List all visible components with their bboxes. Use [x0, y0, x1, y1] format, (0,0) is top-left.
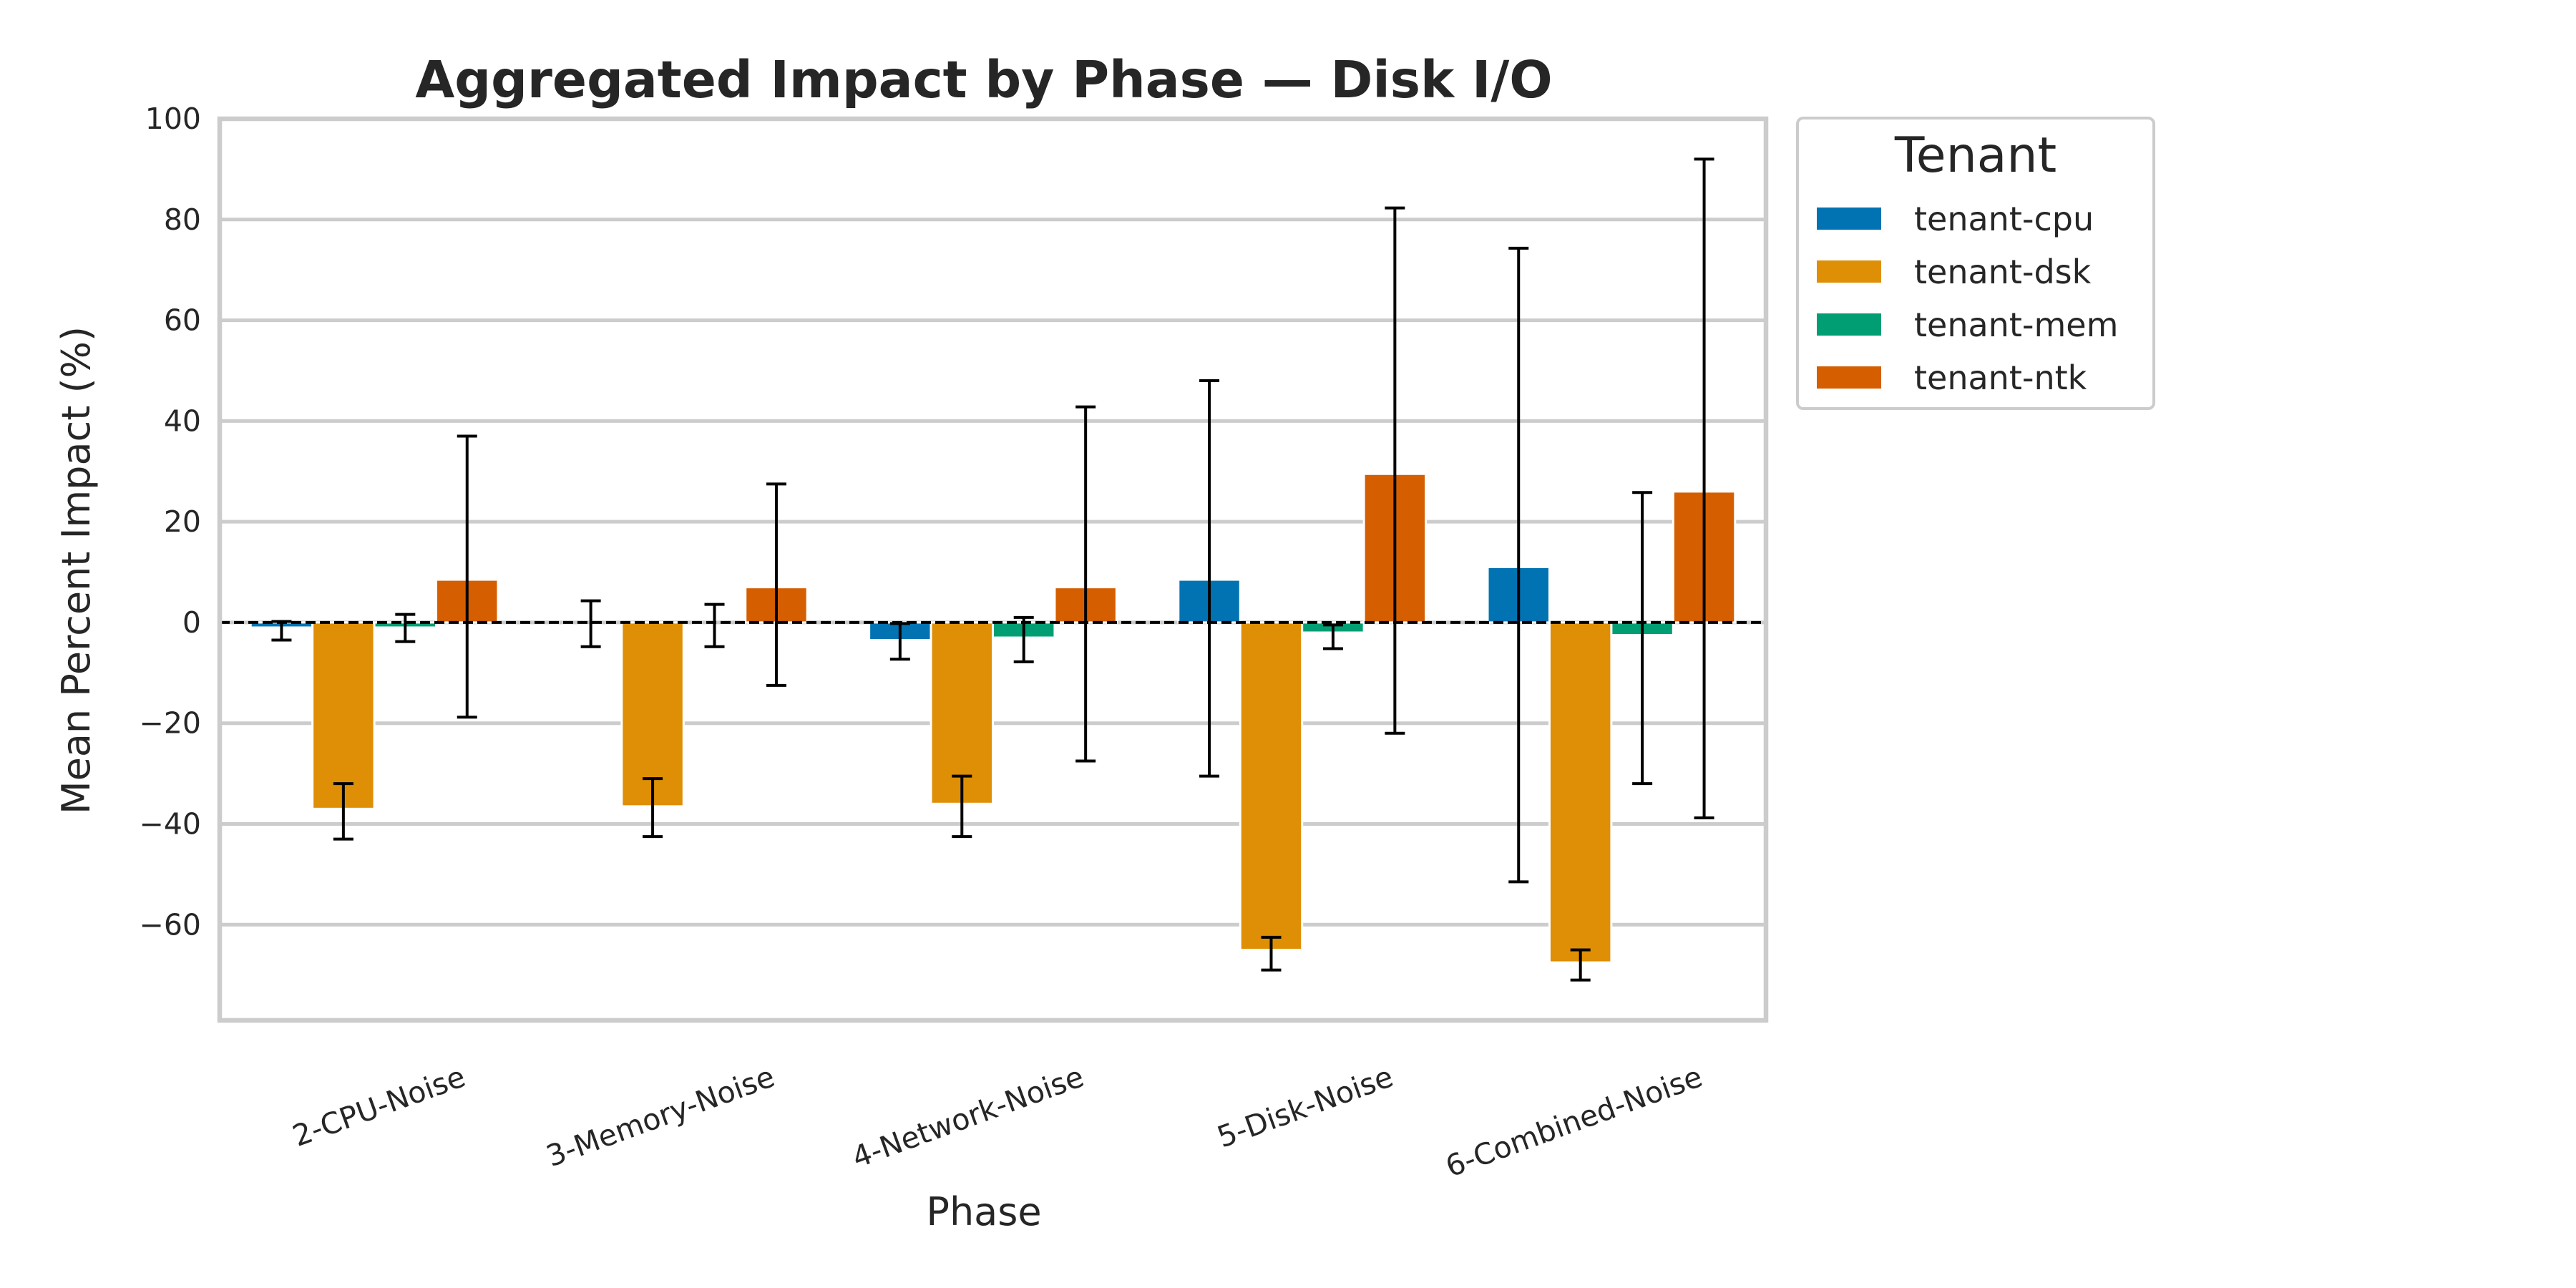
legend-swatch-tenant-cpu: [1817, 208, 1881, 230]
y-axis-ticks: 100 80 60 40 20 0 −20 −40 −60: [139, 102, 201, 942]
bar-tenant-dsk-6-Combined-Noise: [1548, 621, 1613, 964]
error-bars: [271, 157, 1714, 982]
y-axis-label: Mean Percent Impact (%): [54, 326, 99, 814]
legend-label: tenant-ntk: [1914, 358, 2087, 397]
x-axis-label: Phase: [926, 1189, 1041, 1234]
x-tick-label: 2-CPU-Noise: [288, 1059, 470, 1153]
x-tick-label: 3-Memory-Noise: [542, 1059, 779, 1174]
y-tick-label: 60: [164, 303, 201, 338]
plot-frame: [217, 116, 1769, 1023]
legend-title: Tenant: [1894, 127, 2057, 184]
y-tick-label: 40: [164, 404, 201, 438]
bar-tenant-dsk-2-CPU-Noise: [311, 621, 376, 810]
x-tick-label: 6-Combined-Noise: [1441, 1059, 1707, 1184]
legend-label: tenant-cpu: [1914, 200, 2094, 238]
y-tick-label: −60: [139, 907, 201, 942]
legend-label: tenant-dsk: [1914, 253, 2092, 291]
y-tick-label: 0: [182, 605, 201, 640]
y-tick-label: 20: [164, 504, 201, 539]
y-tick-label: 100: [145, 102, 201, 136]
bar-tenant-dsk-3-Memory-Noise: [620, 621, 685, 808]
legend-box: [1796, 117, 2155, 410]
legend-swatch-tenant-mem: [1817, 313, 1881, 336]
x-tick-label: 5-Disk-Noise: [1213, 1059, 1397, 1154]
bar-tenant-dsk-5-Disk-Noise: [1239, 621, 1304, 951]
y-tick-label: 80: [164, 203, 201, 237]
x-tick-label: 4-Network-Noise: [847, 1059, 1088, 1175]
legend-swatch-tenant-ntk: [1817, 366, 1881, 389]
x-axis-ticks: 2-CPU-Noise 3-Memory-Noise 4-Network-Noise…: [288, 1059, 1707, 1184]
legend-label: tenant-mem: [1914, 306, 2118, 344]
y-tick-label: −40: [139, 806, 201, 841]
legend-swatch-tenant-dsk: [1817, 260, 1881, 283]
chart-title: Aggregated Impact by Phase — Disk I/O: [415, 50, 1552, 109]
legend-items: tenant-cpu tenant-dsk tenant-mem tenant-ntk: [1817, 200, 2118, 397]
legend: Tenant tenant-cputenant-dsktenant-memten…: [1796, 117, 2155, 410]
y-tick-label: −20: [139, 706, 201, 741]
